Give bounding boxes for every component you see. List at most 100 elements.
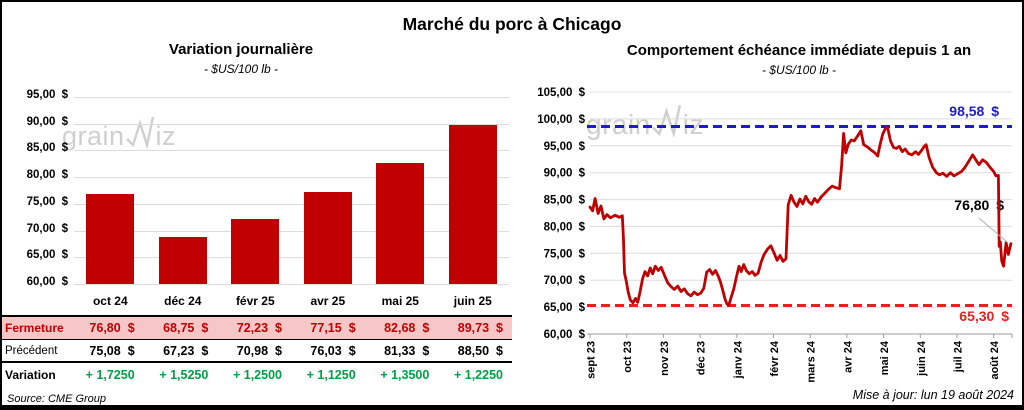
right-x-tick-label: avr 24 (842, 340, 854, 373)
cell-currency: $ (275, 343, 282, 358)
source-note: Source: CME Group (7, 393, 107, 405)
label-leader-line (978, 217, 1008, 243)
line-chart-title: Comportement échéance immédiate depuis 1… (626, 42, 972, 59)
right-y-tick-label: 75,00 $ (544, 248, 586, 260)
watermark-zigzag-icon (125, 116, 154, 148)
bar-avr 25 (303, 192, 352, 284)
line-chart-subtitle: - $US/100 lb - (761, 63, 837, 77)
table-cell: 76,80 $ (70, 321, 144, 335)
right-y-tick-label: 85,00 $ (544, 195, 586, 207)
update-note: Mise à jour: lun 19 août 2024 (852, 388, 1014, 402)
right-x-tick-label: févr 24 (769, 340, 781, 376)
price-series-line (588, 126, 1013, 307)
table-cell: 70,98 $ (217, 344, 291, 358)
right-y-tick-label: 95,00 $ (544, 141, 586, 153)
right-x-tick-label: oct 23 (622, 341, 634, 373)
left-gridline (74, 150, 509, 152)
cell-currency: $ (422, 321, 430, 335)
cell-value: 89,73 (457, 321, 490, 335)
right-x-tick-label: juin 24 (916, 340, 928, 377)
right-y-tick-label: 80,00 $ (544, 221, 586, 233)
cell-currency: $ (201, 343, 209, 358)
right-x-tick-label: déc 23 (696, 341, 708, 375)
cell-value: 82,68 (384, 321, 416, 335)
table-row-fermeture: Fermeture 76,80 $68,75 $72,23 $77,15 $82,68 $8… (2, 317, 512, 340)
page-title: Marché du porc à Chicago (402, 14, 622, 34)
cell-value: + 1,5250 (159, 368, 209, 382)
table-cell: + 1,3500 (365, 368, 439, 382)
watermark-text-iz: iz (155, 121, 177, 151)
bar-chart-subtitle: - $US/100 lb - (203, 62, 279, 76)
cell-value: 76,03 (310, 343, 342, 358)
cell-currency: $ (348, 321, 356, 335)
right-x-tick-label: mai 24 (879, 340, 891, 375)
bar-févr 25 (231, 218, 280, 284)
table-cell: 77,15 $ (291, 321, 365, 335)
left-gridline (74, 284, 509, 285)
left-x-label: avr 25 (310, 294, 346, 308)
cell-value: 75,08 (89, 343, 121, 358)
row-label: Variation (5, 368, 56, 382)
right-x-tick-label: mars 24 (806, 340, 818, 382)
cell-currency: $ (127, 321, 135, 335)
table-cell: + 1,2250 (438, 368, 512, 382)
left-gridline (74, 123, 509, 125)
cell-value: + 1,1250 (306, 368, 356, 382)
table-cell: 76,03 $ (291, 344, 365, 358)
cell-value: 72,23 (236, 321, 269, 335)
table-cell: 82,68 $ (365, 321, 439, 335)
watermark-text-grain: grain (62, 121, 125, 151)
cell-currency: $ (127, 343, 135, 358)
cell-currency: $ (275, 321, 282, 335)
cell-currency: $ (348, 343, 356, 358)
left-y-tick-label: 95,00 $ (26, 89, 68, 101)
left-x-label: févr 25 (235, 294, 275, 308)
bar-mai 25 (376, 162, 425, 284)
table-row-précédent: Précédent 75,08 $67,23 $70,98 $76,03 $81,33 $8… (2, 340, 512, 363)
cell-value: + 1,2500 (232, 368, 282, 382)
cell-value: 70,98 (236, 343, 269, 358)
quotes-table: Fermeture 76,80 $68,75 $72,23 $77,15 $82,68 $8… (2, 315, 512, 387)
left-x-label: mai 25 (381, 294, 419, 308)
right-x-tick-label: janv 24 (732, 340, 744, 379)
table-cell: 67,23 $ (144, 344, 218, 358)
right-x-tick-label: nov 23 (659, 341, 671, 376)
right-y-tick-label: 100,00 $ (537, 114, 585, 126)
right-y-tick-label: 65,00 $ (544, 302, 586, 314)
right-y-tick-label: 70,00 $ (544, 275, 586, 287)
right-x-tick-label: août 24 (989, 340, 1001, 379)
left-gridline (74, 203, 509, 205)
right-x-tick-label: juil 24 (953, 340, 965, 373)
cell-value: 68,75 (163, 321, 195, 335)
row-label: Précédent (5, 344, 58, 357)
left-gridline (74, 177, 509, 179)
left-x-label: oct 24 (92, 294, 128, 308)
left-y-tick-label: 70,00 $ (26, 222, 68, 235)
cell-value: 76,80 (89, 321, 121, 335)
cell-value: + 1,2250 (453, 368, 503, 382)
cell-value: 77,15 (310, 321, 342, 335)
right-y-tick-label: 60,00 $ (544, 329, 586, 341)
left-x-label: déc 24 (164, 294, 202, 308)
table-cell: 72,23 $ (217, 321, 291, 335)
bar-oct 24 (86, 194, 135, 284)
table-cell: + 1,7250 (70, 368, 144, 382)
line-chart-canvas: 60,00 $ 65,00 $ 70,00 $ 75,00 $ 80,00 $ 85,00… (537, 87, 1013, 383)
table-cell: + 1,1250 (291, 368, 365, 382)
left-gridline (74, 97, 509, 98)
left-gridline (74, 230, 509, 232)
table-cell: 75,08 $ (70, 344, 144, 358)
cell-value: + 1,7250 (85, 368, 135, 382)
grainwiz-watermark: grain iz (62, 115, 176, 150)
left-y-tick-label: 65,00 $ (26, 249, 68, 262)
right-x-tick-label: sept 23 (586, 341, 598, 379)
left-y-tick-label: 75,00 $ (26, 195, 68, 208)
table-cell: + 1,5250 (144, 368, 218, 382)
left-x-label: juin 25 (453, 294, 492, 308)
cell-value: 88,50 (457, 343, 490, 358)
cell-currency: $ (496, 321, 503, 335)
left-y-tick-label: 80,00 $ (26, 169, 68, 182)
bar-chart-title: Variation journalière (168, 41, 314, 58)
left-y-tick-label: 60,00 $ (26, 276, 68, 288)
